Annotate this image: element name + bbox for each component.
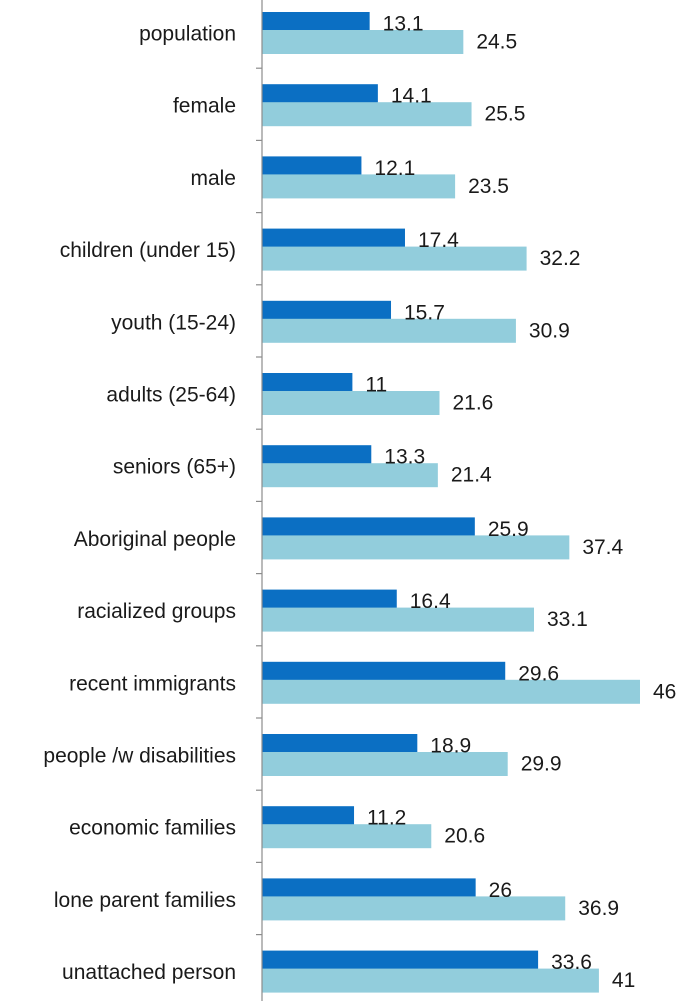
data-label-series2-seniors-65: 21.4 [451, 464, 492, 487]
data-label-series1-seniors-65: 13.3 [384, 446, 425, 469]
data-label-series1-aboriginal-people: 25.9 [488, 518, 529, 541]
data-label-series1-female: 14.1 [391, 85, 432, 108]
data-label-series1-lone-parent-families: 26 [489, 879, 512, 902]
bar-series2-children-under-15 [262, 246, 527, 271]
bar-series2-seniors-65 [262, 463, 438, 488]
category-label-female: female [173, 95, 236, 118]
bar-series2-population [262, 30, 464, 54]
labels-layer: 13.1 24.5 14.1 25.5 12.1 23.5 17.4 32.2 15.7 30.9… [365, 13, 676, 993]
bar-series2-lone-parent-families [262, 896, 566, 921]
data-label-series1-recent-immigrants: 29.6 [518, 662, 559, 685]
data-label-series1-economic-families: 11.2 [367, 807, 406, 830]
category-label-unattached-person: unattached person [62, 961, 236, 984]
data-label-series2-economic-families: 20.6 [444, 825, 485, 848]
bar-series2-racialized-groups [262, 607, 534, 632]
data-label-series2-recent-immigrants: 46 [653, 680, 676, 703]
category-label-seniors-65: seniors (65+) [113, 456, 236, 479]
data-label-series1-children-under-15: 17.4 [418, 229, 459, 252]
bar-series2-female [262, 102, 472, 127]
data-label-series1-male: 12.1 [374, 157, 415, 180]
category-axis: population female male children (under 15) y… [43, 0, 263, 1001]
bars-layer [262, 12, 640, 993]
data-label-series2-population: 24.5 [476, 31, 517, 54]
data-label-series2-children-under-15: 32.2 [540, 247, 581, 270]
bar-series2-economic-families [262, 824, 432, 849]
category-label-children-under-15: children (under 15) [60, 239, 236, 262]
category-label-adults-25-64: adults (25-64) [106, 384, 236, 407]
data-label-series2-lone-parent-families: 36.9 [578, 897, 619, 920]
data-label-series2-people-w-disabilities: 29.9 [521, 753, 562, 776]
data-label-series2-male: 23.5 [468, 175, 509, 198]
bar-series2-adults-25-64 [262, 391, 440, 415]
data-label-series1-population: 13.1 [383, 13, 424, 36]
data-label-series1-people-w-disabilities: 18.9 [430, 735, 471, 758]
category-label-aboriginal-people: Aboriginal people [74, 528, 236, 551]
data-label-series2-racialized-groups: 33.1 [547, 608, 588, 631]
category-label-people-w-disabilities: people /w disabilities [43, 745, 236, 768]
bar-series2-aboriginal-people [262, 535, 570, 560]
data-label-series2-aboriginal-people: 37.4 [582, 536, 623, 559]
category-label-economic-families: economic families [69, 817, 236, 840]
data-label-series1-unattached-person: 33.6 [551, 951, 592, 974]
data-label-series1-youth-15-24: 15.7 [404, 301, 445, 324]
data-label-series2-female: 25.5 [485, 103, 526, 126]
data-label-series2-unattached-person: 41 [612, 969, 635, 992]
category-label-male: male [190, 167, 236, 190]
data-label-series2-youth-15-24: 30.9 [529, 319, 570, 342]
category-label-youth-15-24: youth (15-24) [111, 311, 236, 334]
bar-series2-recent-immigrants [262, 679, 640, 704]
category-label-lone-parent-families: lone parent families [54, 889, 236, 912]
category-label-racialized-groups: racialized groups [77, 600, 236, 623]
bar-series2-unattached-person [262, 968, 599, 993]
bar-series2-youth-15-24 [262, 318, 516, 343]
category-label-recent-immigrants: recent immigrants [69, 672, 236, 695]
category-label-population: population [139, 23, 236, 46]
data-label-series1-adults-25-64: 11 [365, 374, 387, 397]
bar-series2-people-w-disabilities [262, 752, 508, 776]
data-label-series1-racialized-groups: 16.4 [410, 590, 451, 613]
bar-series2-male [262, 174, 456, 199]
data-label-series2-adults-25-64: 21.6 [452, 392, 493, 415]
